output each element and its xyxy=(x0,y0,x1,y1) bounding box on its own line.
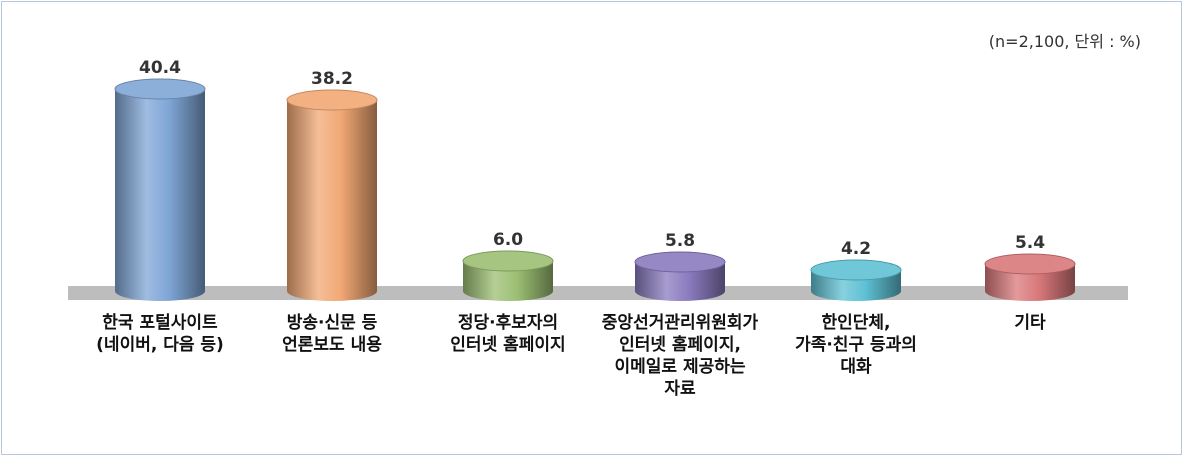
bar-cap xyxy=(634,251,726,273)
unit-note: (n=2,100, 단위 : %) xyxy=(988,32,1141,51)
bar-body xyxy=(115,89,205,301)
bar xyxy=(286,89,378,301)
bar xyxy=(634,251,726,301)
category-label: 방송·신문 등 언론보도 내용 xyxy=(282,313,382,355)
bar-body xyxy=(287,100,377,301)
bar xyxy=(114,78,206,301)
bar-cap xyxy=(462,250,554,272)
category-label: 기타 xyxy=(1014,313,1046,333)
bar-cap xyxy=(810,259,902,281)
bar-cap xyxy=(114,78,206,100)
bar-cap xyxy=(984,253,1076,275)
bar xyxy=(810,259,902,301)
category-label: 정당·후보자의 인터넷 홈페이지 xyxy=(450,312,565,355)
bar xyxy=(984,253,1076,301)
value-label: 40.4 xyxy=(139,58,181,78)
value-label: 5.4 xyxy=(1015,233,1045,253)
bar-cap xyxy=(286,89,378,111)
value-label: 4.2 xyxy=(841,239,871,259)
category-label: 한국 포털사이트 (네이버, 다음 등) xyxy=(96,313,224,355)
category-label: 한인단체, 가족·친구 등과의 대화 xyxy=(795,313,917,377)
value-label: 38.2 xyxy=(311,69,353,89)
category-label: 중앙선거관리위원회가 인터넷 홈페이지, 이메일로 제공하는 자료 xyxy=(602,313,759,399)
value-label: 6.0 xyxy=(493,230,523,250)
bar xyxy=(462,250,554,301)
value-label: 5.8 xyxy=(665,231,695,251)
chart-floor xyxy=(68,286,1128,300)
bar-body xyxy=(635,262,725,301)
bar-body xyxy=(985,264,1075,301)
bar-body xyxy=(463,261,553,301)
